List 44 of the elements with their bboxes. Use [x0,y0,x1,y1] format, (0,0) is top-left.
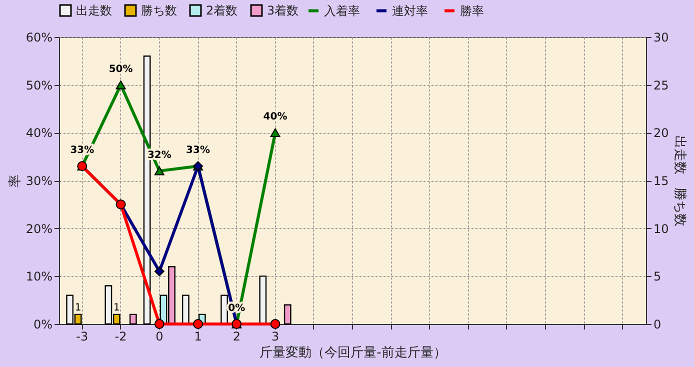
y2-tick-label: 15 [654,174,669,188]
y2-tick-label: 10 [654,222,669,236]
legend-label: 連対率 [392,4,428,18]
legend-label: 出走数 [76,4,112,18]
data-label: 50% [108,64,133,75]
y2-tick-label: 20 [654,126,669,140]
point [270,319,280,329]
x-tick-label: 1 [194,330,202,344]
y-tick-label: 50% [26,78,52,92]
point [270,128,280,138]
x-tick-label: -3 [76,330,88,344]
x-tick-label: 0 [156,330,164,344]
bar [129,314,137,325]
y-axis-title: 率 [6,174,23,188]
legend-label: 3着数 [267,4,299,18]
y2-tick-label: 0 [654,318,662,332]
x-tick-label: -2 [114,330,127,344]
y-tick-label: 10% [26,270,52,284]
point [193,319,203,329]
y-tick-label: 60% [26,30,52,44]
y-tick-label: 30% [26,174,52,188]
point [116,80,126,90]
x-tick-label: 3 [271,330,280,344]
y2-axis-title: 出走数 勝ち数 [672,136,687,226]
legend-label: 入着率 [324,4,360,18]
data-label: 33% [186,145,210,156]
y-tick-label: 40% [26,126,52,140]
y2-tick-label: 5 [654,270,662,284]
point [154,166,164,176]
bar [284,304,292,325]
legend-label: 2着数 [206,4,238,18]
y2-tick-label: 25 [654,78,669,92]
legend-label: 勝率 [460,4,484,18]
data-label: 1 [74,302,82,314]
point [154,319,164,329]
x-axis-title: 斤量変動（今回斤量-前走斤量） [260,344,446,360]
data-label: 1 [113,302,120,314]
point [154,266,164,276]
y-tick-label: 20% [26,222,52,236]
y-tick-label: 0% [33,318,52,332]
x-tick-label: 2 [232,330,240,344]
legend-label: 勝ち数 [141,4,177,18]
data-label: 40% [263,112,288,123]
y2-tick-label: 30 [654,30,669,44]
